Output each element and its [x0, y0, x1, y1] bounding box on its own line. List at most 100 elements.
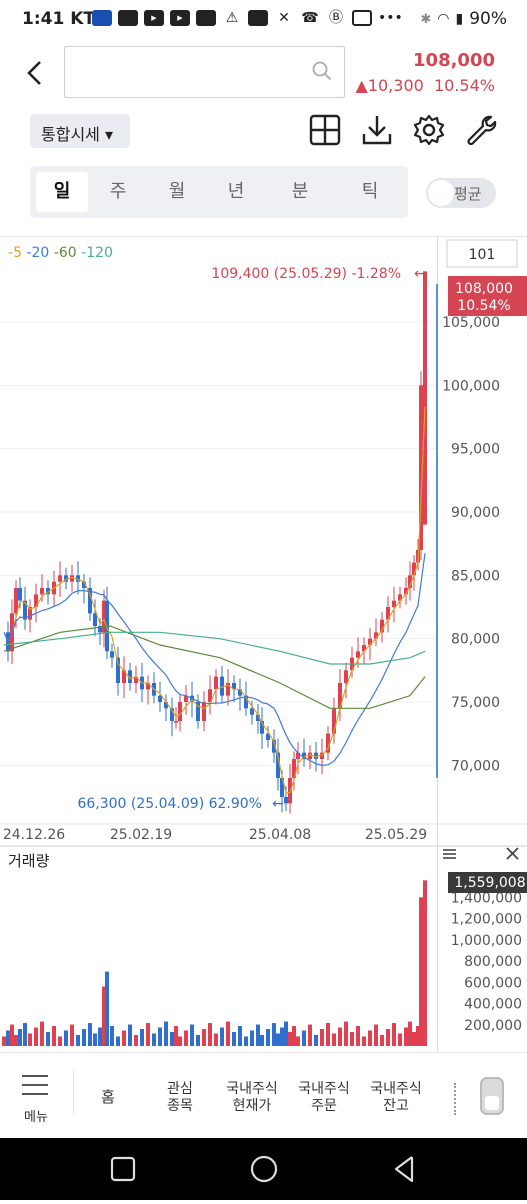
- price-axis-label: 80,000: [451, 632, 500, 648]
- settings-icon[interactable]: [413, 114, 445, 146]
- candle: [332, 708, 336, 734]
- volume-bar: [52, 1026, 56, 1046]
- ma-legend: -5 -20 -60 -120: [8, 245, 113, 261]
- candle: [134, 676, 138, 683]
- volume-bar: [190, 1024, 194, 1046]
- volume-axis-label: 1,400,000: [451, 890, 522, 906]
- volume-bar: [178, 1036, 182, 1046]
- volume-bar: [58, 1036, 62, 1046]
- volume-bar: [82, 1029, 86, 1046]
- search-icon[interactable]: [312, 61, 332, 81]
- price-chart[interactable]: 105,000 100,000 95,000 90,000 85,000 80,000 75…: [0, 236, 527, 1052]
- volume-bar: [88, 1023, 92, 1046]
- volume-bar: [174, 1026, 178, 1046]
- volume-bar: [28, 1033, 32, 1046]
- back-icon[interactable]: [24, 60, 46, 85]
- more-icon: •••: [378, 10, 403, 26]
- candle: [28, 607, 32, 620]
- candle-today: [423, 271, 427, 525]
- volume-bar: [214, 1033, 218, 1046]
- volume-bar: [93, 1033, 97, 1046]
- candle: [214, 676, 218, 690]
- volume-axis-label: 600,000: [464, 975, 522, 991]
- phone-mode-icon[interactable]: [480, 1077, 504, 1115]
- ma-5-line: [3, 406, 426, 794]
- tab-tick[interactable]: 틱: [361, 181, 379, 202]
- notification-icons: ▶ ▶ ⚠ ✕ ☎ Ⓑ •••: [92, 10, 403, 26]
- volume-bar: [244, 1036, 248, 1046]
- price-axis-label: 70,000: [451, 758, 500, 774]
- candle: [208, 689, 212, 702]
- candle: [226, 683, 230, 696]
- volume-bar: [380, 1034, 384, 1046]
- volume-bar: [98, 1027, 102, 1046]
- chart-canvas[interactable]: 105,000 100,000 95,000 90,000 85,000 80,000 75…: [0, 236, 527, 1052]
- tab-week[interactable]: 주: [109, 181, 127, 202]
- watchlist-button[interactable]: 관심 종목: [167, 1081, 193, 1114]
- candle: [202, 702, 206, 721]
- period-tabs: 일 주 월 년 분 틱: [30, 166, 408, 218]
- volume-bar: [238, 1026, 242, 1046]
- volume-bar: [158, 1027, 162, 1046]
- average-toggle[interactable]: 평균: [426, 178, 496, 208]
- tab-year[interactable]: 년: [227, 181, 245, 202]
- candle: [46, 588, 50, 595]
- bottom-menu: 메뉴 홈 관심 종목 국내주식 현재가 국내주식 주문 국내주식 잔고: [0, 1052, 527, 1138]
- youtube-icon: ▶: [144, 10, 164, 26]
- domestic-price-button[interactable]: 국내주식 현재가: [226, 1081, 278, 1114]
- volume-bar: [423, 880, 427, 1046]
- ma-60-line: [3, 625, 426, 709]
- volume-bar: [102, 986, 106, 1046]
- candle: [276, 752, 280, 778]
- tab-day[interactable]: 일: [36, 172, 88, 212]
- candle: [412, 562, 416, 576]
- recent-apps-icon[interactable]: [110, 1156, 136, 1182]
- home-button[interactable]: 홈: [101, 1088, 115, 1106]
- menu-icon[interactable]: [22, 1075, 48, 1095]
- price-axis-input[interactable]: [446, 239, 518, 268]
- tab-month[interactable]: 월: [168, 181, 186, 202]
- candle: [292, 759, 296, 778]
- search-input[interactable]: [64, 46, 345, 98]
- candle: [244, 695, 248, 709]
- volume-close-icon[interactable]: [506, 847, 519, 860]
- candle: [408, 575, 412, 588]
- domestic-balance-button[interactable]: 국내주식 잔고: [370, 1081, 422, 1114]
- candle: [76, 575, 80, 582]
- candle: [256, 714, 260, 721]
- volume-bar: [70, 1024, 74, 1046]
- volume-axis-label: 200,000: [464, 1018, 522, 1034]
- volume-axis-label: 800,000: [464, 954, 522, 970]
- volume-bar: [332, 1033, 336, 1046]
- home-nav-icon[interactable]: [250, 1155, 278, 1183]
- download-icon[interactable]: [361, 114, 393, 146]
- candle: [164, 702, 168, 709]
- volume-bar: [416, 1026, 420, 1046]
- candle: [374, 632, 378, 639]
- candle: [184, 695, 188, 702]
- tab-minute[interactable]: 분: [291, 181, 309, 202]
- grid-icon[interactable]: [309, 114, 341, 146]
- volume-bar: [110, 1026, 114, 1046]
- volume-axis-label: 400,000: [464, 997, 522, 1013]
- nol-icon: [196, 10, 216, 26]
- candle: [23, 600, 27, 620]
- volume-bar: [292, 1026, 296, 1046]
- volume-bar: [146, 1023, 150, 1046]
- domestic-order-button[interactable]: 국내주식 주문: [298, 1081, 350, 1114]
- back-nav-icon[interactable]: [394, 1156, 414, 1183]
- wrench-icon[interactable]: [465, 114, 497, 146]
- volume-bar: [260, 1034, 264, 1046]
- low-arrow-icon: ←: [272, 796, 284, 812]
- volume-menu-icon[interactable]: [443, 849, 456, 859]
- volume-bar: [284, 1021, 288, 1046]
- menu-label[interactable]: 메뉴: [24, 1110, 48, 1125]
- candle: [174, 721, 178, 723]
- candle: [82, 581, 86, 588]
- candle: [116, 657, 120, 683]
- volume-bar: [14, 1034, 18, 1046]
- volume-bar: [272, 1023, 276, 1046]
- candle: [196, 702, 200, 721]
- combo-dropdown[interactable]: 통합시세 ▾: [30, 114, 130, 148]
- android-nav-bar: [0, 1138, 527, 1200]
